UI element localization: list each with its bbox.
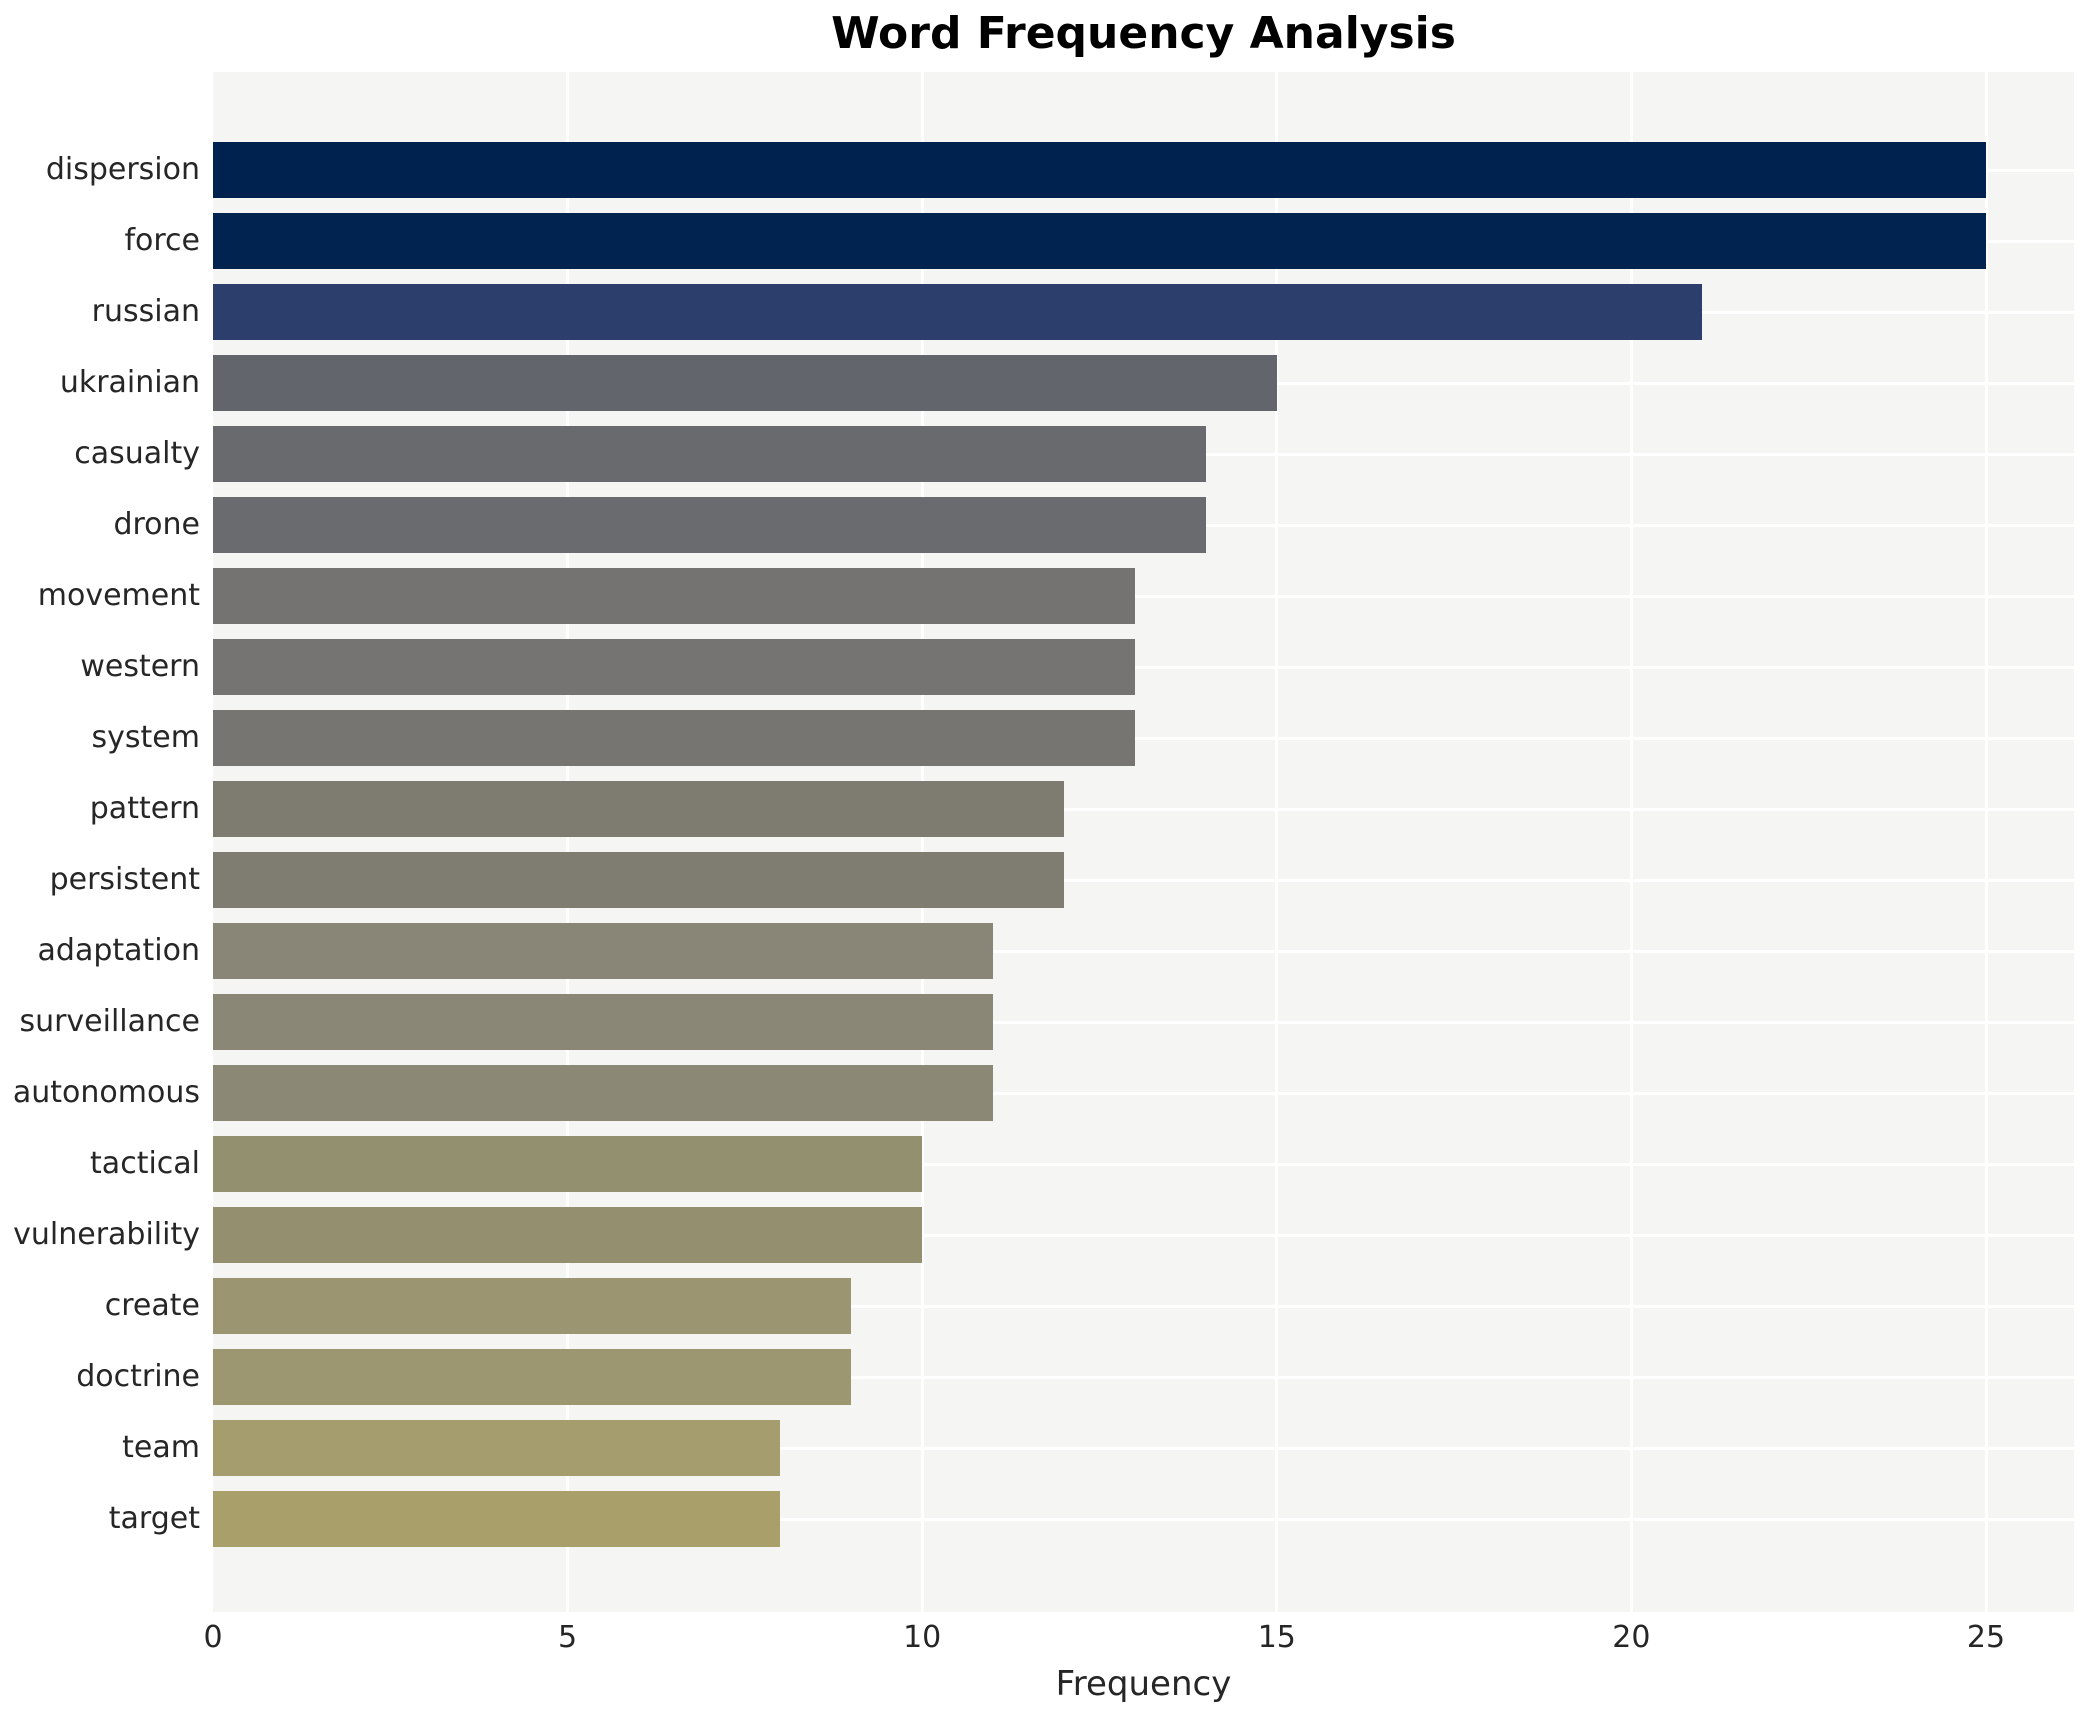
- bar-movement: [213, 568, 1135, 624]
- x-axis-label: Frequency: [1055, 1664, 1232, 1704]
- gridline-horizontal: [213, 1091, 2074, 1095]
- y-tick-label-adaptation: adaptation: [37, 933, 200, 968]
- bar-vulnerability: [213, 1207, 923, 1263]
- x-axis-ticks: 0 5 10 15 20 25: [0, 1612, 2093, 1662]
- gridline-vertical: [1984, 72, 1988, 1612]
- bar-tactical: [213, 1136, 923, 1192]
- y-tick-label-force: force: [124, 223, 200, 258]
- bar-dispersion: [213, 142, 1986, 198]
- bar-ukrainian: [213, 355, 1277, 411]
- gridline-horizontal: [213, 1304, 2074, 1308]
- x-tick-label-15: 15: [1257, 1620, 1296, 1655]
- bar-force: [213, 213, 1986, 269]
- x-tick-label-5: 5: [558, 1620, 578, 1655]
- y-tick-label-surveillance: surveillance: [19, 1004, 200, 1039]
- bar-system: [213, 710, 1135, 766]
- y-axis-labels: dispersion force russian ukrainian casualty d…: [0, 72, 200, 1612]
- y-tick-label-persistent: persistent: [49, 862, 200, 897]
- y-tick-label-ukrainian: ukrainian: [59, 365, 200, 400]
- gridline-horizontal: [213, 594, 2074, 598]
- y-tick-label-vulnerability: vulnerability: [13, 1217, 200, 1252]
- y-tick-label-create: create: [104, 1288, 200, 1323]
- y-tick-label-movement: movement: [37, 578, 200, 613]
- y-tick-label-system: system: [91, 720, 200, 755]
- gridline-horizontal: [213, 949, 2074, 953]
- gridline-horizontal: [213, 878, 2074, 882]
- bar-adaptation: [213, 923, 994, 979]
- bar-create: [213, 1278, 852, 1334]
- y-tick-label-doctrine: doctrine: [76, 1359, 200, 1394]
- y-tick-label-dispersion: dispersion: [45, 152, 200, 187]
- gridline-vertical: [566, 72, 570, 1612]
- y-tick-label-western: western: [80, 649, 200, 684]
- bar-surveillance: [213, 994, 994, 1050]
- x-tick-label-25: 25: [1966, 1620, 2006, 1655]
- plot-area: [213, 72, 2074, 1612]
- bar-russian: [213, 284, 1703, 340]
- gridline-horizontal: [213, 807, 2074, 811]
- bar-drone: [213, 497, 1206, 553]
- gridline-vertical: [1275, 72, 1279, 1612]
- bar-autonomous: [213, 1065, 994, 1121]
- x-tick-label-0: 0: [203, 1620, 223, 1655]
- y-tick-label-casualty: casualty: [74, 436, 200, 471]
- x-tick-label-20: 20: [1612, 1620, 1651, 1655]
- bar-target: [213, 1491, 781, 1547]
- y-tick-label-russian: russian: [91, 294, 200, 329]
- y-tick-label-pattern: pattern: [89, 791, 200, 826]
- gridline-vertical: [1629, 72, 1633, 1612]
- chart-title: Word Frequency Analysis: [831, 8, 1456, 59]
- y-tick-label-target: target: [108, 1501, 200, 1536]
- y-tick-label-team: team: [122, 1430, 200, 1465]
- gridline-vertical: [920, 72, 924, 1612]
- y-tick-label-tactical: tactical: [90, 1146, 200, 1181]
- gridline-horizontal: [213, 1375, 2074, 1379]
- bar-casualty: [213, 426, 1206, 482]
- bar-western: [213, 639, 1135, 695]
- x-tick-label-10: 10: [903, 1620, 942, 1655]
- y-tick-label-autonomous: autonomous: [12, 1075, 200, 1110]
- gridline-horizontal: [213, 1233, 2074, 1237]
- gridline-horizontal: [213, 1446, 2074, 1450]
- gridline-horizontal: [213, 1517, 2074, 1521]
- gridline-horizontal: [213, 1162, 2074, 1166]
- bar-team: [213, 1420, 781, 1476]
- gridline-horizontal: [213, 736, 2074, 740]
- bar-doctrine: [213, 1349, 852, 1405]
- y-tick-label-drone: drone: [113, 507, 200, 542]
- gridline-horizontal: [213, 665, 2074, 669]
- bar-persistent: [213, 852, 1065, 908]
- bar-pattern: [213, 781, 1065, 837]
- gridline-horizontal: [213, 1020, 2074, 1024]
